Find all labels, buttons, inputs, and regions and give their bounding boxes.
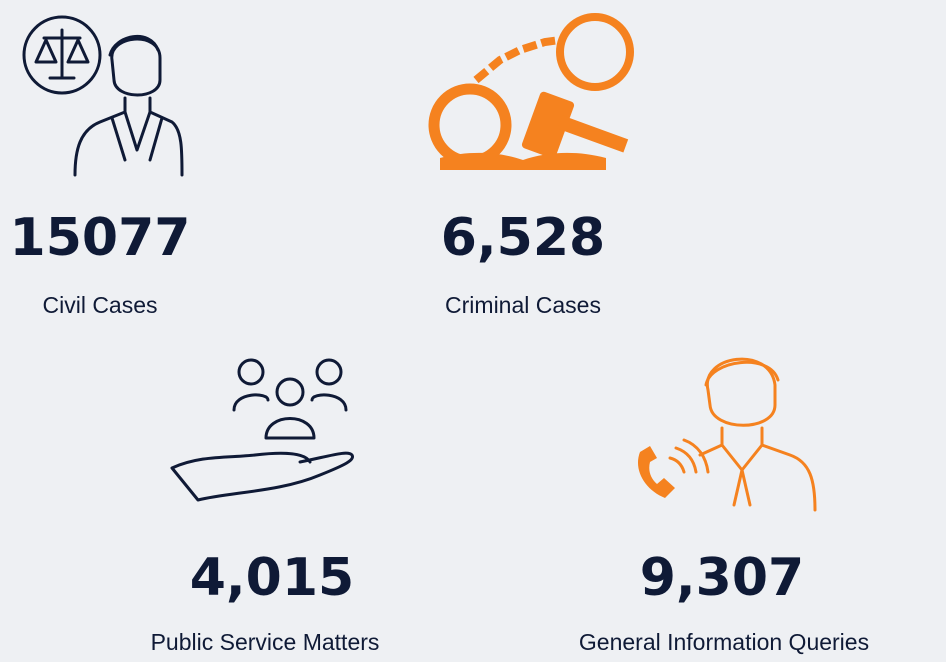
stat-value: 4,015 (190, 548, 354, 608)
stat-label: Public Service Matters (151, 629, 380, 655)
information-icon (637, 357, 817, 512)
stat-label: Civil Cases (42, 292, 157, 318)
public-service-icon (170, 358, 354, 502)
stat-label: General Information Queries (579, 629, 869, 655)
criminal-icon (428, 13, 634, 170)
civil-icon (22, 15, 184, 177)
stat-label: Criminal Cases (445, 292, 601, 318)
stat-value: 6,528 (441, 208, 605, 268)
stat-value: 9,307 (640, 548, 804, 608)
stat-value: 15077 (10, 208, 191, 268)
